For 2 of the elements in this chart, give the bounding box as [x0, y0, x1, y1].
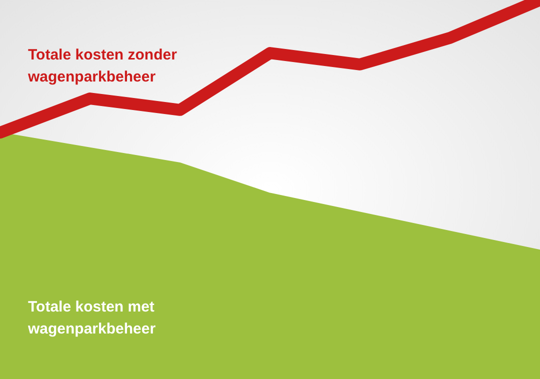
series-label: Totale kosten zonder wagenparkbeheer	[27, 46, 182, 86]
series-label: Totale kosten met wagenparkbeheer	[27, 298, 159, 338]
